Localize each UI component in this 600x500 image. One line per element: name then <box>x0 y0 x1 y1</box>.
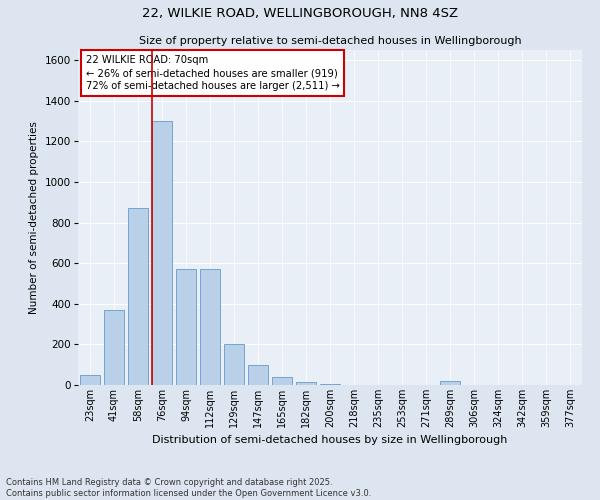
Bar <box>296 382 316 385</box>
Bar <box>176 270 196 385</box>
Bar <box>152 121 172 385</box>
Bar <box>80 375 100 385</box>
Text: 22 WILKIE ROAD: 70sqm
← 26% of semi-detached houses are smaller (919)
72% of sem: 22 WILKIE ROAD: 70sqm ← 26% of semi-deta… <box>86 55 340 92</box>
Bar <box>248 364 268 385</box>
Bar <box>224 344 244 385</box>
Bar <box>440 381 460 385</box>
X-axis label: Distribution of semi-detached houses by size in Wellingborough: Distribution of semi-detached houses by … <box>152 436 508 446</box>
Bar <box>128 208 148 385</box>
Text: Contains HM Land Registry data © Crown copyright and database right 2025.
Contai: Contains HM Land Registry data © Crown c… <box>6 478 371 498</box>
Title: Size of property relative to semi-detached houses in Wellingborough: Size of property relative to semi-detach… <box>139 36 521 46</box>
Text: 22, WILKIE ROAD, WELLINGBOROUGH, NN8 4SZ: 22, WILKIE ROAD, WELLINGBOROUGH, NN8 4SZ <box>142 8 458 20</box>
Bar <box>272 377 292 385</box>
Bar <box>104 310 124 385</box>
Y-axis label: Number of semi-detached properties: Number of semi-detached properties <box>29 121 39 314</box>
Bar <box>200 270 220 385</box>
Bar <box>320 384 340 385</box>
